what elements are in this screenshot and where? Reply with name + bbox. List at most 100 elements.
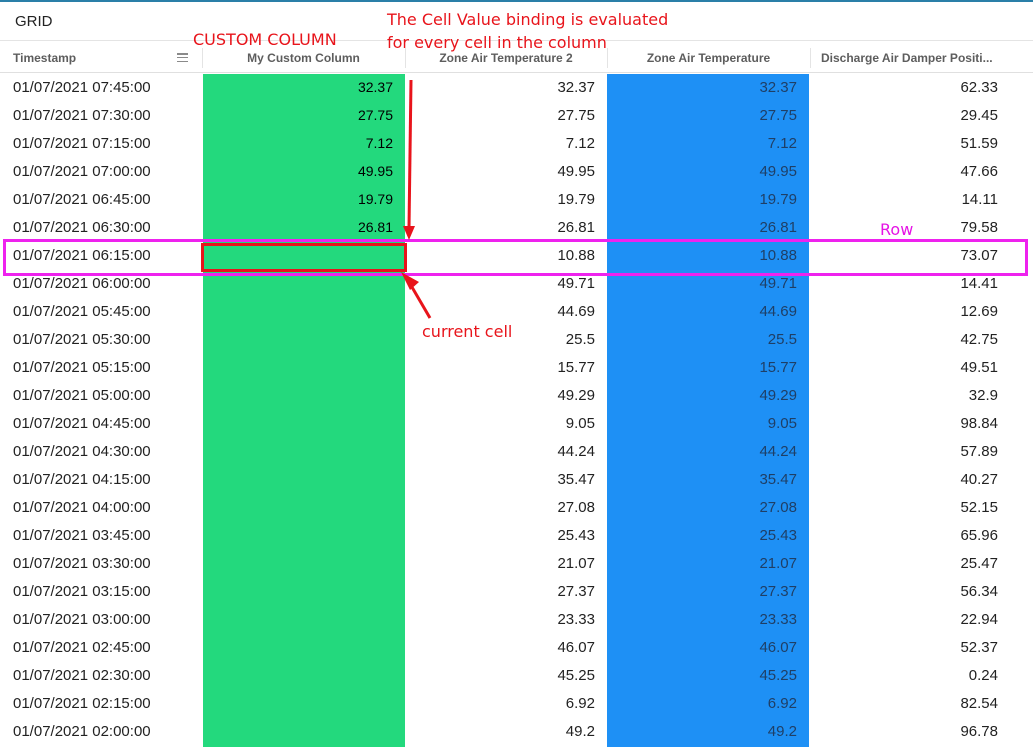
cell-zat2[interactable]: 26.81: [557, 219, 595, 236]
cell-damper[interactable]: 47.66: [960, 163, 998, 180]
table-row[interactable]: 01/07/2021 03:15:00 27.37 27.37 56.34: [0, 578, 1033, 606]
cell-zat[interactable]: 32.37: [759, 79, 797, 96]
cell-timestamp[interactable]: 01/07/2021 02:45:00: [13, 639, 151, 656]
cell-zat2[interactable]: 25.5: [565, 331, 595, 348]
cell-timestamp[interactable]: 01/07/2021 05:15:00: [13, 359, 151, 376]
cell-zat[interactable]: 49.29: [759, 387, 797, 404]
cell-zat[interactable]: 7.12: [767, 135, 797, 152]
cell-custom[interactable]: [203, 438, 393, 466]
cell-zat2[interactable]: 10.88: [557, 247, 595, 264]
cell-zat2[interactable]: 27.08: [557, 499, 595, 516]
cell-timestamp[interactable]: 01/07/2021 04:15:00: [13, 471, 151, 488]
column-header-zone-air-temperature-2[interactable]: Zone Air Temperature 2: [439, 51, 573, 65]
cell-damper[interactable]: 98.84: [960, 415, 998, 432]
table-row[interactable]: 01/07/2021 05:30:00 25.5 25.5 42.75: [0, 326, 1033, 354]
cell-custom[interactable]: [203, 578, 393, 606]
cell-custom[interactable]: [203, 298, 393, 326]
cell-damper[interactable]: 0.24: [968, 667, 998, 684]
table-row[interactable]: 01/07/2021 03:45:00 25.43 25.43 65.96: [0, 522, 1033, 550]
column-header-timestamp[interactable]: Timestamp: [13, 51, 77, 65]
cell-custom[interactable]: [203, 466, 393, 494]
table-row[interactable]: 01/07/2021 05:45:00 44.69 44.69 12.69: [0, 298, 1033, 326]
cell-timestamp[interactable]: 01/07/2021 05:00:00: [13, 387, 151, 404]
cell-damper[interactable]: 14.11: [961, 191, 998, 208]
cell-zat2[interactable]: 15.77: [557, 359, 595, 376]
table-row[interactable]: 01/07/2021 03:30:00 21.07 21.07 25.47: [0, 550, 1033, 578]
cell-zat2[interactable]: 44.69: [557, 303, 595, 320]
cell-zat2[interactable]: 25.43: [557, 527, 595, 544]
cell-damper[interactable]: 42.75: [960, 331, 998, 348]
cell-timestamp[interactable]: 01/07/2021 02:00:00: [13, 723, 151, 740]
cell-zat[interactable]: 23.33: [759, 611, 797, 628]
cell-zat2[interactable]: 27.75: [557, 107, 595, 124]
table-row[interactable]: 01/07/2021 04:00:00 27.08 27.08 52.15: [0, 494, 1033, 522]
cell-damper[interactable]: 29.45: [960, 107, 998, 124]
cell-custom[interactable]: [203, 718, 393, 746]
cell-timestamp[interactable]: 01/07/2021 05:45:00: [13, 303, 151, 320]
cell-timestamp[interactable]: 01/07/2021 03:30:00: [13, 555, 151, 572]
cell-zat2[interactable]: 45.25: [557, 667, 595, 684]
cell-zat2[interactable]: 32.37: [557, 79, 595, 96]
cell-custom[interactable]: [203, 410, 393, 438]
cell-timestamp[interactable]: 01/07/2021 06:00:00: [13, 275, 151, 292]
cell-damper[interactable]: 57.89: [960, 443, 998, 460]
cell-zat2[interactable]: 49.2: [565, 723, 595, 740]
table-row[interactable]: 01/07/2021 02:45:00 46.07 46.07 52.37: [0, 634, 1033, 662]
cell-custom[interactable]: [203, 690, 393, 718]
cell-timestamp[interactable]: 01/07/2021 03:45:00: [13, 527, 151, 544]
cell-zat[interactable]: 9.05: [767, 415, 797, 432]
cell-damper[interactable]: 56.34: [960, 583, 998, 600]
header-separator[interactable]: [202, 48, 203, 68]
cell-custom[interactable]: [203, 522, 393, 550]
cell-custom[interactable]: [203, 494, 393, 522]
column-menu-icon[interactable]: [177, 53, 188, 63]
cell-zat[interactable]: 27.37: [759, 583, 797, 600]
table-row[interactable]: 01/07/2021 04:30:00 44.24 44.24 57.89: [0, 438, 1033, 466]
cell-damper[interactable]: 12.69: [960, 303, 998, 320]
cell-damper[interactable]: 96.78: [960, 723, 998, 740]
table-row[interactable]: 01/07/2021 05:15:00 15.77 15.77 49.51: [0, 354, 1033, 382]
cell-zat[interactable]: 10.88: [759, 247, 797, 264]
cell-zat[interactable]: 27.75: [759, 107, 797, 124]
cell-zat[interactable]: 35.47: [759, 471, 797, 488]
cell-timestamp[interactable]: 01/07/2021 02:30:00: [13, 667, 151, 684]
header-separator[interactable]: [810, 48, 811, 68]
cell-zat2[interactable]: 46.07: [557, 639, 595, 656]
cell-custom[interactable]: 7.12: [365, 135, 393, 151]
cell-custom[interactable]: [203, 550, 393, 578]
column-header-discharge-air-damper[interactable]: Discharge Air Damper Positi...: [821, 51, 993, 65]
cell-zat2[interactable]: 7.12: [565, 135, 595, 152]
cell-zat2[interactable]: 35.47: [557, 471, 595, 488]
cell-zat[interactable]: 27.08: [759, 499, 797, 516]
cell-damper[interactable]: 14.41: [960, 275, 998, 292]
cell-zat2[interactable]: 49.71: [557, 275, 595, 292]
cell-zat[interactable]: 26.81: [759, 219, 797, 236]
cell-custom[interactable]: [203, 634, 393, 662]
cell-damper[interactable]: 62.33: [960, 79, 998, 96]
cell-custom[interactable]: 49.95: [357, 163, 393, 179]
cell-timestamp[interactable]: 01/07/2021 06:30:00: [13, 219, 151, 236]
cell-zat[interactable]: 21.07: [759, 555, 797, 572]
table-row[interactable]: 01/07/2021 06:30:00 26.81 26.81 26.81 79.58: [0, 214, 1033, 242]
table-row[interactable]: 01/07/2021 02:15:00 6.92 6.92 82.54: [0, 690, 1033, 718]
cell-damper[interactable]: 22.94: [960, 611, 998, 628]
cell-zat2[interactable]: 19.79: [557, 191, 595, 208]
cell-zat2[interactable]: 49.95: [557, 163, 595, 180]
cell-custom[interactable]: [203, 662, 393, 690]
cell-timestamp[interactable]: 01/07/2021 03:15:00: [13, 583, 151, 600]
table-row[interactable]: 01/07/2021 06:00:00 49.71 49.71 14.41: [0, 270, 1033, 298]
cell-timestamp[interactable]: 01/07/2021 07:00:00: [13, 163, 151, 180]
cell-zat[interactable]: 49.95: [759, 163, 797, 180]
cell-zat2[interactable]: 6.92: [565, 695, 595, 712]
cell-damper[interactable]: 52.37: [960, 639, 998, 656]
cell-timestamp[interactable]: 01/07/2021 05:30:00: [13, 331, 151, 348]
cell-zat[interactable]: 49.2: [767, 723, 797, 740]
cell-timestamp[interactable]: 01/07/2021 07:45:00: [13, 79, 151, 96]
cell-zat[interactable]: 25.43: [759, 527, 797, 544]
table-row[interactable]: 01/07/2021 03:00:00 23.33 23.33 22.94: [0, 606, 1033, 634]
cell-custom[interactable]: [203, 326, 393, 354]
table-row[interactable]: 01/07/2021 04:15:00 35.47 35.47 40.27: [0, 466, 1033, 494]
column-header-zone-air-temperature[interactable]: Zone Air Temperature: [646, 51, 771, 65]
cell-damper[interactable]: 73.07: [960, 247, 998, 264]
cell-zat[interactable]: 44.69: [759, 303, 797, 320]
